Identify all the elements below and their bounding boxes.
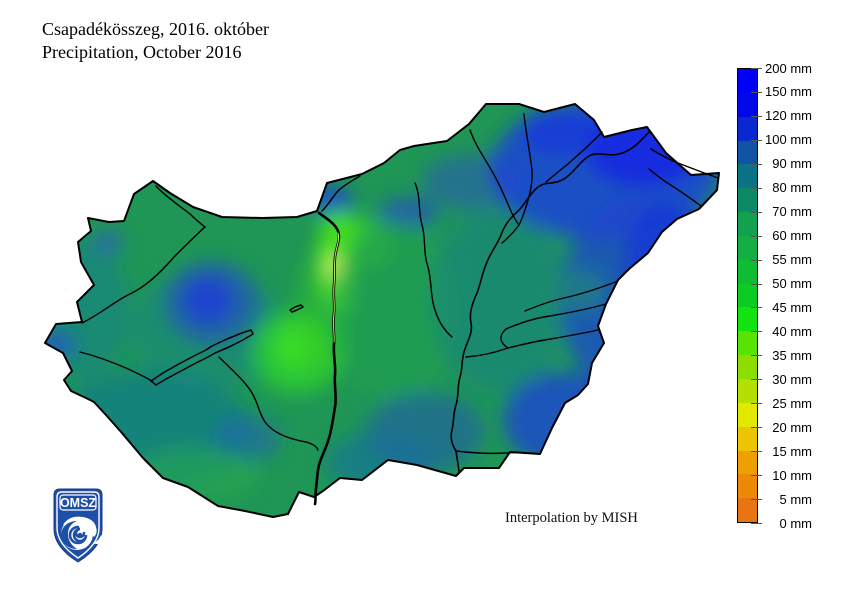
precip-blob	[430, 205, 570, 395]
river-bodrog	[545, 131, 603, 183]
interpolation-note: Interpolation by MISH	[505, 510, 638, 526]
river-sio	[218, 356, 319, 451]
logo-text-frame	[59, 494, 97, 511]
precip-blob	[214, 414, 282, 462]
legend-color-segment	[738, 116, 757, 141]
legend-color-segment	[738, 450, 757, 475]
precip-blob	[45, 331, 75, 359]
precip-blob	[625, 205, 705, 315]
legend-color-segment	[738, 307, 757, 332]
legend-color-segment	[738, 69, 757, 93]
river-sajo	[469, 129, 520, 226]
river-koros-sebes	[505, 303, 607, 330]
legend-color-segment	[738, 474, 757, 499]
rivers	[79, 113, 719, 506]
title-english: Precipitation, October 2016	[42, 42, 242, 62]
omsz-logo: OMSZ	[53, 488, 103, 563]
title-hungarian: Csapadékösszeg, 2016. október	[42, 19, 269, 39]
river-ipoly	[321, 175, 361, 212]
river-danube-channel-highlight	[332, 232, 340, 343]
legend-color-segment	[738, 426, 757, 451]
precip-blob	[555, 270, 605, 310]
legend-color-segment	[738, 188, 757, 213]
river-zagyva	[414, 182, 453, 338]
river-hernad	[501, 113, 533, 244]
legend-color-segment	[738, 283, 757, 308]
lake-velence	[289, 304, 304, 313]
precip-blob	[325, 432, 435, 492]
river-mosoni-duna	[155, 185, 206, 228]
river-raba	[81, 226, 206, 324]
river-berettyo	[524, 280, 619, 312]
legend-color-segment	[738, 212, 757, 236]
river-koros-harmas	[465, 328, 509, 358]
lakes	[150, 304, 304, 386]
river-kraszna	[648, 168, 702, 207]
river-zala	[79, 351, 153, 382]
legend-color-segment	[738, 378, 757, 403]
logo-swirl-icon	[61, 516, 103, 550]
river-koros-feher	[507, 329, 599, 349]
country-border	[44, 103, 720, 518]
logo-shield-inner-line	[56, 491, 100, 559]
precip-blob	[520, 106, 600, 154]
legend-color-segment	[738, 259, 757, 284]
legend-color-segment	[738, 355, 757, 379]
legend-color-segment	[738, 235, 757, 260]
precip-blob	[92, 230, 124, 254]
legend-color-segment	[738, 498, 757, 523]
legend-color-segment	[738, 331, 757, 356]
legend-color-segment	[738, 402, 757, 427]
logo-text: OMSZ	[60, 496, 96, 510]
precip-blob	[307, 186, 353, 212]
legend-colorbar	[737, 68, 758, 523]
legend-color-segment	[738, 140, 757, 165]
river-tisza	[450, 131, 650, 472]
page-title: Csapadékösszeg, 2016. október Precipitat…	[42, 18, 269, 64]
legend-color-segment	[738, 164, 757, 189]
lake-balaton	[150, 329, 254, 386]
precip-blob	[585, 110, 705, 186]
legend-color-segment	[738, 92, 757, 117]
precip-blob	[45, 240, 130, 380]
precip-blob	[182, 276, 234, 324]
precip-blob	[130, 447, 260, 503]
